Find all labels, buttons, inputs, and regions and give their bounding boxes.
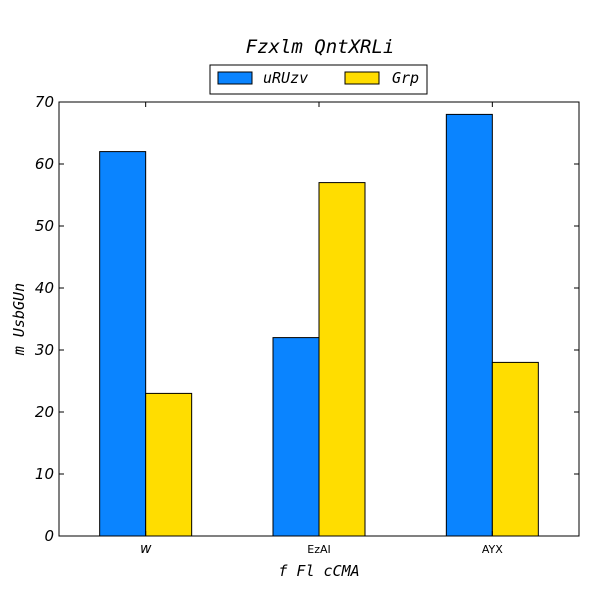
- x-tick-label: EzAI: [307, 543, 331, 556]
- bar-Grp-w: [145, 392, 193, 537]
- legend-swatch-series-2: [344, 71, 380, 85]
- y-axis-label: m UsbGUn: [10, 283, 28, 356]
- legend-label-series-2: Grp: [392, 69, 419, 87]
- x-axis-ticks: w EzAI AYX: [140, 102, 503, 557]
- y-tick-label: 30: [35, 341, 54, 359]
- y-tick-label: 60: [35, 155, 54, 173]
- bars-group: [99, 113, 539, 537]
- y-tick-label: 70: [35, 93, 54, 111]
- y-axis-ticks: 0 10 20 30 40 50 60 70: [35, 93, 579, 545]
- legend-label-series-1: uRUzv: [263, 69, 308, 87]
- y-tick-label: 10: [35, 465, 54, 483]
- bar-uRUzv-AYX: [445, 113, 493, 537]
- bar-uRUzv-EzAI: [272, 337, 320, 537]
- bar-uRUzv-w: [99, 151, 147, 537]
- legend-swatch-series-1: [217, 71, 253, 85]
- y-tick-label: 0: [44, 527, 54, 545]
- bar-Grp-AYX: [491, 361, 539, 537]
- y-tick-label: 40: [35, 279, 54, 297]
- x-axis-label: f Fl cCMA: [278, 562, 359, 580]
- legend: uRUzv Grp: [209, 64, 428, 95]
- x-tick-label: AYX: [482, 543, 503, 556]
- y-tick-label: 50: [35, 217, 54, 235]
- plot-frame: [58, 101, 580, 537]
- bar-Grp-EzAI: [318, 182, 366, 537]
- x-tick-label: w: [140, 541, 152, 557]
- y-tick-label: 20: [35, 403, 54, 421]
- chart-title: Fzxlm QntXRLi: [246, 36, 395, 58]
